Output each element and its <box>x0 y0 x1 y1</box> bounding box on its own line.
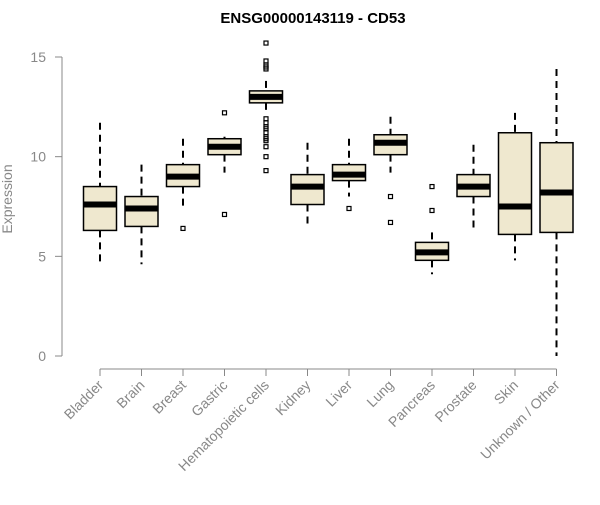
outlier-point <box>429 207 435 214</box>
box-skin <box>497 112 533 261</box>
box-pancreas <box>414 183 450 275</box>
box-series <box>82 40 574 356</box>
outlier-point <box>387 219 394 226</box>
y-tick-label: 0 <box>38 348 46 364</box>
outlier-point <box>221 110 228 116</box>
box-brain <box>124 164 159 265</box>
outlier-point <box>221 211 228 218</box>
box-unknown-other <box>539 68 574 356</box>
box-kidney <box>290 142 325 229</box>
x-tick-label: Brain <box>113 377 147 411</box>
outlier-point <box>263 144 269 150</box>
outlier-point <box>180 225 186 232</box>
box-hematopoietic-cells <box>248 40 284 174</box>
iqr-box <box>539 141 574 234</box>
y-tick-label: 5 <box>38 248 46 264</box>
outlier-point <box>387 193 394 200</box>
x-tick-label: Liver <box>322 377 355 410</box>
outlier-point <box>263 138 269 144</box>
x-tick-label: Breast <box>149 377 189 417</box>
outlier-point <box>263 66 269 72</box>
outlier-point <box>429 183 435 190</box>
outlier-point <box>263 168 269 174</box>
outlier-point <box>263 154 269 160</box>
x-tick-label: Bladder <box>61 377 107 423</box>
y-axis-label: Expression <box>0 164 15 233</box>
outlier-point <box>263 40 269 46</box>
outlier-point <box>346 205 352 212</box>
x-tick-label: Prostate <box>431 377 479 425</box>
box-breast <box>165 138 201 232</box>
y-axis: 0 5 10 15 <box>30 49 63 364</box>
x-tick-label: Lung <box>363 377 396 410</box>
x-tick-label: Skin <box>491 377 522 408</box>
iqr-box <box>82 185 118 232</box>
x-tick-label: Unknown / Other <box>477 377 563 463</box>
iqr-box <box>497 131 533 236</box>
box-bladder <box>82 122 118 267</box>
y-tick-label: 15 <box>30 49 46 65</box>
x-tick-label: Kidney <box>272 377 314 419</box>
box-lung <box>373 116 408 226</box>
box-liver <box>331 138 367 212</box>
box-gastric <box>207 110 242 218</box>
y-tick-label: 10 <box>30 149 46 165</box>
box-prostate <box>456 144 491 233</box>
chart-title: ENSG00000143119 - CD53 <box>220 10 405 27</box>
